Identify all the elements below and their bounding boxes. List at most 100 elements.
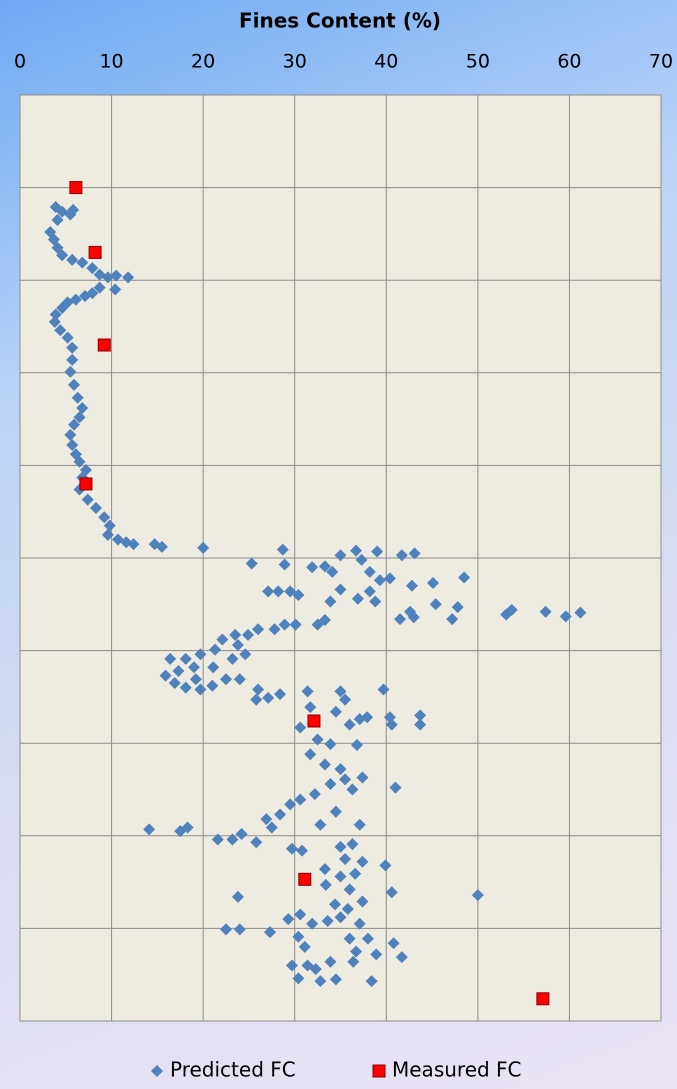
legend-marker — [151, 1065, 163, 1077]
point — [71, 391, 84, 404]
point — [54, 324, 67, 337]
point — [334, 840, 347, 853]
point — [127, 538, 140, 551]
point — [383, 572, 396, 585]
point — [260, 813, 273, 826]
point — [64, 428, 77, 441]
point — [326, 565, 339, 578]
legend-label: Measured FC — [392, 1058, 522, 1082]
point — [405, 579, 418, 592]
point — [329, 705, 342, 718]
point — [334, 763, 347, 776]
point — [73, 455, 86, 468]
point — [329, 973, 342, 986]
point — [301, 685, 314, 698]
x-tick-label: 20 — [191, 51, 215, 73]
point — [262, 585, 275, 598]
point — [559, 610, 572, 623]
point — [263, 926, 276, 939]
point — [220, 923, 233, 936]
point — [414, 718, 427, 731]
point — [350, 544, 363, 557]
point — [311, 733, 324, 746]
legend-marker — [372, 1064, 386, 1078]
point — [252, 623, 265, 636]
point — [69, 181, 83, 195]
point — [90, 501, 103, 514]
point — [276, 543, 289, 556]
point — [395, 951, 408, 964]
point — [272, 585, 285, 598]
point — [274, 688, 287, 701]
point — [339, 773, 352, 786]
point — [318, 614, 331, 627]
point — [363, 565, 376, 578]
point — [292, 972, 305, 985]
point — [143, 823, 156, 836]
point — [536, 992, 550, 1006]
point — [395, 549, 408, 562]
point — [365, 975, 378, 988]
point — [329, 805, 342, 818]
point — [278, 558, 291, 571]
point — [356, 895, 369, 908]
point — [101, 271, 114, 284]
point — [294, 908, 307, 921]
point — [76, 401, 89, 414]
point — [56, 301, 69, 314]
point — [407, 611, 420, 624]
point — [73, 411, 86, 424]
point — [314, 975, 327, 988]
point — [56, 249, 69, 262]
point — [363, 585, 376, 598]
point — [309, 963, 322, 976]
point — [231, 890, 244, 903]
point — [334, 911, 347, 924]
chart-title: Fines Content (%) — [239, 9, 441, 33]
point — [319, 878, 332, 891]
point — [429, 598, 442, 611]
point — [211, 833, 224, 846]
point — [347, 955, 360, 968]
point — [278, 618, 291, 631]
point — [110, 269, 123, 282]
point — [458, 571, 471, 584]
point — [109, 283, 122, 296]
point — [294, 721, 307, 734]
point — [389, 781, 402, 794]
point — [179, 652, 192, 665]
point — [408, 547, 421, 560]
point — [79, 477, 93, 491]
point — [296, 844, 309, 857]
point — [220, 673, 233, 686]
point — [394, 613, 407, 626]
point — [349, 867, 362, 880]
point — [343, 932, 356, 945]
point — [371, 545, 384, 558]
point — [284, 798, 297, 811]
point — [339, 693, 352, 706]
x-tick-label: 40 — [374, 51, 398, 73]
point — [334, 870, 347, 883]
point — [451, 601, 464, 614]
point — [49, 308, 62, 321]
point — [304, 701, 317, 714]
point — [239, 648, 252, 661]
point — [324, 738, 337, 751]
point — [298, 940, 311, 953]
point — [81, 493, 94, 506]
point — [179, 681, 192, 694]
point — [206, 679, 219, 692]
point — [274, 808, 287, 821]
point — [471, 889, 484, 902]
point — [373, 574, 386, 587]
point — [194, 683, 207, 696]
point — [245, 557, 258, 570]
point — [122, 271, 135, 284]
point — [292, 930, 305, 943]
point — [181, 821, 194, 834]
point — [324, 595, 337, 608]
point — [356, 771, 369, 784]
point — [289, 618, 302, 631]
